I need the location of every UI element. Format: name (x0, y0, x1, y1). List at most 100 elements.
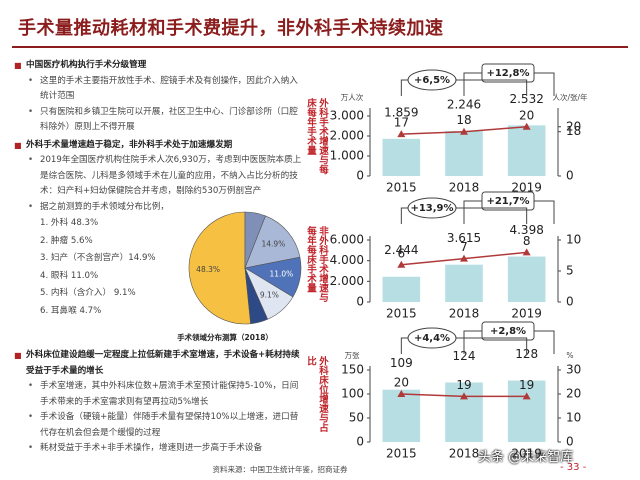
bar (507, 256, 546, 302)
watermark: 头条 @未来智库 (478, 450, 574, 465)
y2-tick-label: 0 (566, 169, 574, 183)
bullet: 这里的手术主要指开放性手术、腔镜手术及有创操作，因此介入纳入统计范围 (14, 74, 304, 105)
annotation-arrow (400, 207, 528, 224)
bar (445, 264, 483, 302)
pie-label: 9.1% (260, 291, 279, 300)
y-tick-label: 0 (356, 295, 364, 309)
line-value-label: 7 (460, 240, 468, 254)
bullet: 耗材受益于手术+非手术操作，增速则进一步高于手术设备 (14, 441, 306, 457)
y2-unit: % (566, 351, 573, 360)
bullet: 手术室增速，其中外科床位数+层流手术室预计能保持5-10%，日间手术带来的手术室… (14, 379, 306, 410)
line-marker (460, 254, 468, 262)
line-marker (460, 127, 468, 135)
bar (382, 276, 421, 302)
x-tick-label: 2015 (386, 307, 417, 321)
x-tick-label: 2015 (386, 447, 417, 461)
bar (445, 131, 483, 176)
bar-value-label: 124 (453, 349, 476, 363)
pie-label: 14.9% (261, 239, 285, 248)
bar (382, 138, 421, 176)
y2-tick-label: 30 (566, 363, 581, 377)
y-tick-label: 2.000 (330, 129, 364, 143)
bullet: 手术设备（硬镜+能量）伴随手术量有望保持10%以上增速，进口替代存在机会但会是个… (14, 410, 306, 441)
list-item: 6. 耳鼻喉 4.7% (40, 305, 102, 316)
bar-value-label: 4.398 (509, 223, 543, 237)
bar (507, 380, 546, 442)
line-value-label: 18 (456, 113, 471, 127)
pie-slice (244, 267, 269, 325)
y-unit: 万张 (345, 351, 360, 360)
bullet: 据之前测算的手术领域分布比例， (14, 200, 304, 216)
x-tick-label: 2019 (511, 447, 542, 461)
line-marker (397, 130, 406, 138)
annotation: +2,8% (490, 326, 526, 337)
y2-tick-label: 10 (566, 233, 581, 247)
y2-tick-label: 0 (566, 435, 574, 449)
y2-tick-label: 5 (566, 264, 574, 278)
heading: 中国医疗机构执行手术分级管理 (14, 58, 304, 74)
line-marker (397, 260, 406, 268)
chart-caption: 手术领域分布测算（2018） (177, 332, 273, 342)
x-tick-label: 2015 (386, 181, 417, 195)
x-tick-label: 2019 (511, 307, 542, 321)
y-tick-label: 4.000 (330, 253, 364, 267)
line-value-label: 20 (394, 376, 409, 390)
y2-tick-label: 10 (566, 411, 581, 425)
list-item: 3. 妇产（不含剖宫产）14.9% (40, 253, 156, 263)
x-tick-label: 2018 (449, 447, 480, 461)
pie-label: 11.0% (269, 269, 293, 278)
bar-value-label: 2.532 (509, 92, 543, 106)
bar (382, 389, 421, 442)
bar-value-label: 1.859 (384, 105, 418, 119)
line-marker (522, 122, 531, 130)
annotation-arrow (463, 72, 555, 96)
line-value-label: 20 (519, 108, 534, 122)
annotation-arrow (463, 200, 555, 224)
text-block: 外科床位建设趋缓一定程度上拉低新建手术室增速，手术设备+耗材持续受益于手术量的增… (14, 348, 306, 457)
pie-label: 48.3% (196, 265, 220, 274)
y2-tick-label: 20 (566, 387, 581, 401)
y-tick-label: 50 (349, 411, 364, 425)
line-marker (397, 390, 406, 397)
title-rule (12, 46, 628, 48)
line-marker (522, 392, 531, 400)
y-unit: 万人次 (341, 92, 364, 102)
bar-value-label: 128 (515, 347, 538, 361)
annotation: +21,7% (486, 196, 529, 207)
heading: 外科手术量增速趋于稳定，非外科手术处于加速爆发期 (14, 138, 304, 154)
list-item: 4. 眼科 11.0% (40, 270, 99, 281)
list-item: 5. 内科（含介入） 9.1% (40, 288, 136, 298)
y2-tick-label: 0 (566, 295, 574, 309)
text-block: 中国医疗机构执行手术分级管理 这里的手术主要指开放性手术、腔镜手术及有创操作，因… (14, 58, 304, 320)
annotation: +4,4% (414, 333, 450, 344)
bullet: 只有医院和乡镇卫生院可以开展，社区卫生中心、门诊部诊所（口腔科除外）原则上不得开… (14, 105, 304, 136)
line-marker (522, 248, 531, 256)
annotation: +12,8% (486, 68, 529, 79)
annotation-arrow (400, 337, 528, 354)
y-tick-label: 150 (341, 363, 364, 377)
line-marker (460, 392, 468, 400)
y-tick-label: 6.000 (330, 233, 364, 247)
chart-side-label: 外科床位增速与占比 (305, 356, 328, 432)
pie-slice (188, 211, 251, 325)
line-value-label: 8 (523, 234, 531, 248)
line-value-label: 19 (519, 378, 534, 392)
annotation: +13,9% (410, 203, 453, 214)
list-item: 1. 外科 48.3% (40, 218, 99, 228)
y-tick-label: 3.000 (330, 109, 364, 123)
y-tick-label: 1.000 (330, 149, 364, 163)
list-item: 2. 肿瘤 5.6% (40, 235, 93, 246)
y-tick-label: 0 (356, 435, 364, 449)
x-tick-label: 2018 (449, 181, 480, 195)
bar-value-label: 2.444 (384, 243, 418, 257)
pie-slice (244, 215, 301, 269)
annotation-arrow (400, 79, 528, 96)
chart-side-label: 外科手术增速与每床每年手术量 (305, 98, 328, 174)
x-tick-label: 2018 (449, 307, 480, 321)
bar (507, 125, 546, 176)
heading: 外科床位建设趋缓一定程度上拉低新建手术室增速，手术设备+耗材持续受益于手术量的增… (14, 348, 306, 379)
y2-tick-label: 20 (566, 119, 581, 133)
y-tick-label: 100 (341, 387, 364, 401)
